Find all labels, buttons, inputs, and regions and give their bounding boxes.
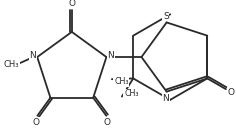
Text: N: N	[107, 51, 114, 60]
Text: CH₃: CH₃	[4, 60, 19, 69]
Text: N: N	[30, 51, 36, 60]
Text: N: N	[162, 94, 169, 103]
Text: CH₃: CH₃	[124, 89, 139, 99]
Text: O: O	[228, 88, 235, 97]
Text: O: O	[104, 118, 111, 127]
Text: O: O	[32, 118, 39, 127]
Text: S: S	[163, 12, 169, 21]
Text: CH₃: CH₃	[114, 77, 129, 86]
Text: O: O	[68, 0, 75, 8]
